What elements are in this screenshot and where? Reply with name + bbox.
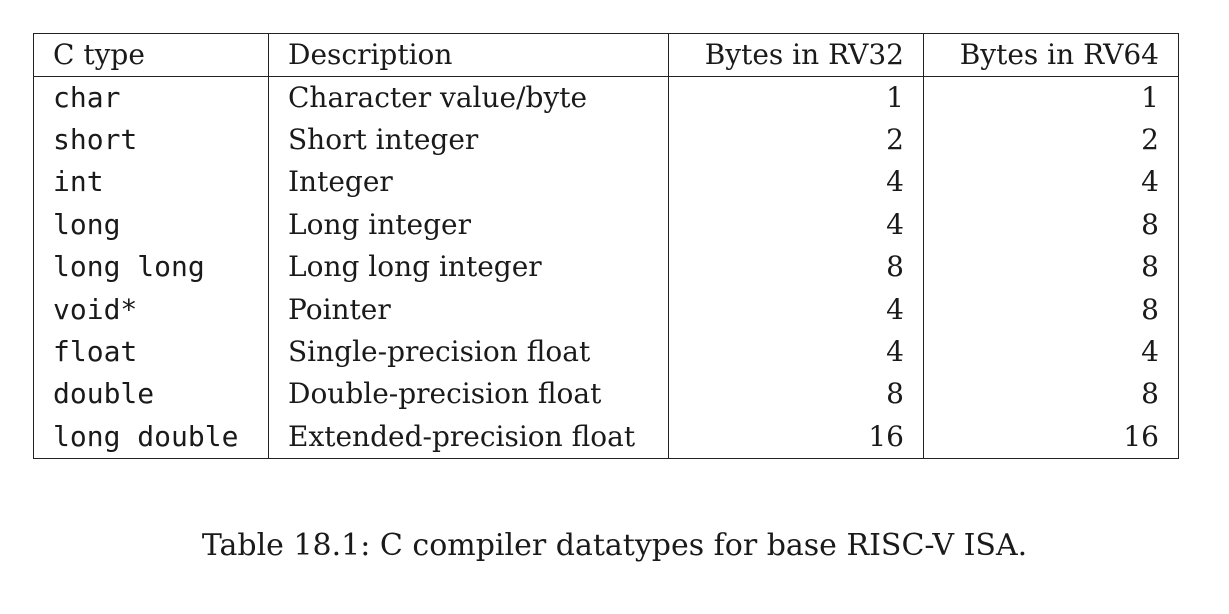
- table-row: long double Extended-precision float 16 …: [33, 415, 1179, 459]
- cell-description: Long integer: [268, 203, 669, 247]
- cell-description: Short integer: [268, 118, 669, 162]
- table-row: void* Pointer 4 8: [33, 288, 1179, 331]
- cell-rv64: 8: [923, 203, 1179, 247]
- cell-rv32: 4: [668, 330, 924, 374]
- table-row: float Single-precision float 4 4: [33, 330, 1179, 374]
- cell-rv32: 4: [668, 161, 924, 204]
- cell-ctype: float: [33, 330, 269, 374]
- table-caption: Table 18.1: C compiler datatypes for bas…: [201, 528, 1028, 563]
- cell-rv64: 4: [923, 330, 1179, 374]
- header-description: Description: [268, 33, 669, 77]
- cell-description: Double-precision float: [268, 373, 669, 416]
- cell-rv64: 1: [923, 76, 1179, 119]
- cell-ctype: long: [33, 203, 269, 247]
- table-row: long Long integer 4 8: [33, 203, 1179, 247]
- cell-rv32: 2: [668, 118, 924, 162]
- cell-description: Single-precision float: [268, 330, 669, 374]
- cell-description: Extended-precision float: [268, 415, 669, 459]
- cell-ctype: int: [33, 161, 269, 204]
- cell-ctype: short: [33, 118, 269, 162]
- cell-description: Integer: [268, 161, 669, 204]
- header-row: C type Description Bytes in RV32 Bytes i…: [33, 33, 1179, 77]
- cell-ctype: double: [33, 373, 269, 416]
- cell-ctype: char: [33, 76, 269, 119]
- cell-ctype: long double: [33, 415, 269, 459]
- table-row: long long Long long integer 8 8: [33, 246, 1179, 289]
- cell-rv32: 1: [668, 76, 924, 119]
- header-ctype: C type: [33, 33, 269, 77]
- cell-description: Character value/byte: [268, 76, 669, 119]
- cell-ctype: long long: [33, 246, 269, 289]
- datatype-table-container: C type Description Bytes in RV32 Bytes i…: [33, 33, 1179, 459]
- header-bytes-rv64: Bytes in RV64: [923, 33, 1179, 77]
- cell-rv64: 8: [923, 373, 1179, 416]
- cell-rv32: 8: [668, 246, 924, 289]
- cell-rv64: 2: [923, 118, 1179, 162]
- cell-rv64: 4: [923, 161, 1179, 204]
- datatype-table: C type Description Bytes in RV32 Bytes i…: [33, 33, 1179, 459]
- table-header: C type Description Bytes in RV32 Bytes i…: [33, 33, 1179, 77]
- cell-rv64: 8: [923, 288, 1179, 331]
- table-row: char Character value/byte 1 1: [33, 76, 1179, 119]
- cell-rv32: 4: [668, 203, 924, 247]
- table-row: short Short integer 2 2: [33, 118, 1179, 162]
- header-bytes-rv32: Bytes in RV32: [668, 33, 924, 77]
- table-body: char Character value/byte 1 1 short Shor…: [33, 76, 1179, 459]
- cell-rv32: 4: [668, 288, 924, 331]
- cell-rv32: 8: [668, 373, 924, 416]
- table-row: int Integer 4 4: [33, 161, 1179, 204]
- cell-rv32: 16: [668, 415, 924, 459]
- cell-rv64: 16: [923, 415, 1179, 459]
- cell-ctype: void*: [33, 288, 269, 331]
- table-row: double Double-precision float 8 8: [33, 373, 1179, 416]
- cell-description: Long long integer: [268, 246, 669, 289]
- cell-description: Pointer: [268, 288, 669, 331]
- cell-rv64: 8: [923, 246, 1179, 289]
